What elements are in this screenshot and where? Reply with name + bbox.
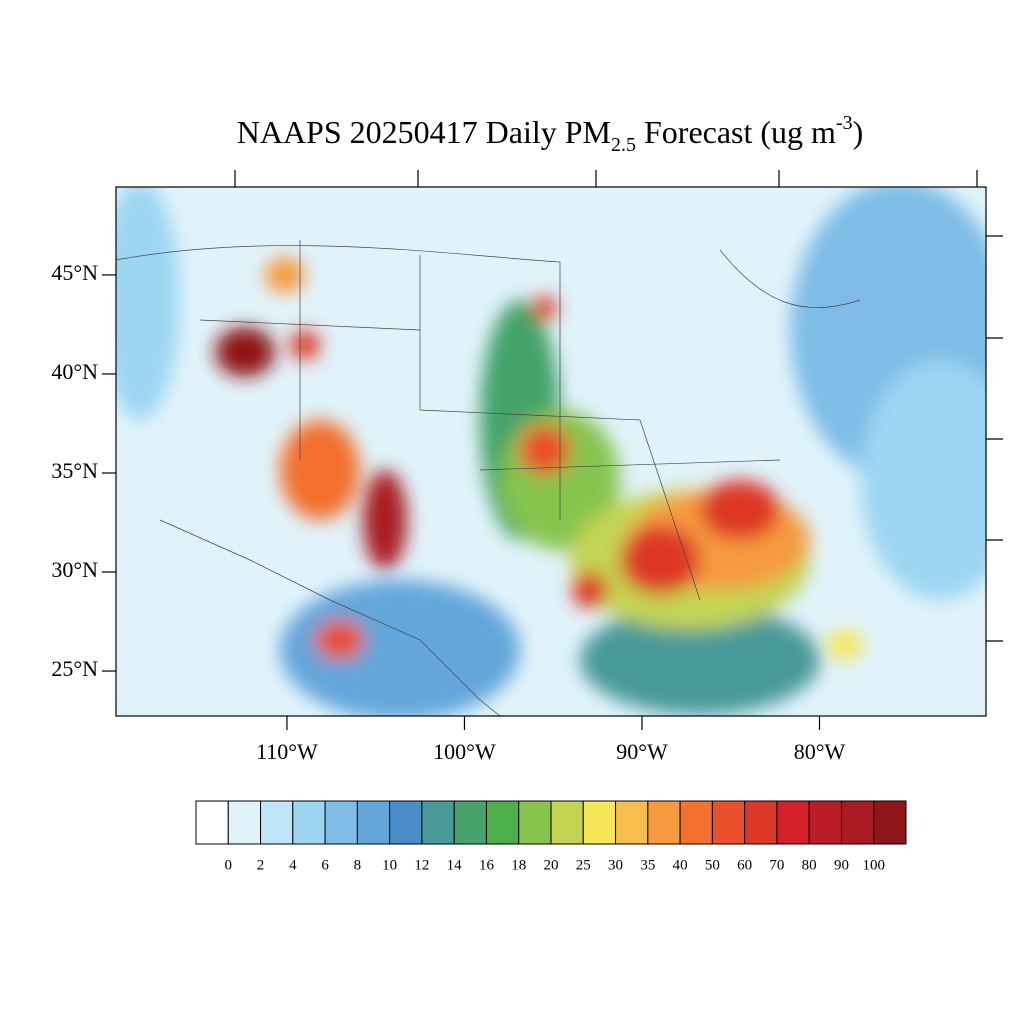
colorbar-label: 18 xyxy=(511,857,526,873)
colorbar-box xyxy=(873,800,907,845)
colorbar-label: 0 xyxy=(225,857,233,873)
colorbar-label: 6 xyxy=(321,857,329,873)
colorbar-box xyxy=(679,800,713,845)
colorbar-box xyxy=(615,800,649,845)
colorbar-box xyxy=(840,800,875,845)
colorbar-box xyxy=(356,800,391,845)
y-tick-label: 40°N xyxy=(51,359,98,384)
title: NAAPS 20250417 Daily PM2.5 Forecast (ug … xyxy=(237,112,864,156)
colorbar-label: 20 xyxy=(544,857,559,873)
colorbar-label: 12 xyxy=(414,857,429,873)
colorbar-label: 2 xyxy=(257,857,265,873)
x-tick-label: 90°W xyxy=(616,739,668,764)
colorbar-box xyxy=(421,800,455,845)
colorbar-box xyxy=(647,800,681,845)
colorbar-label: 30 xyxy=(608,857,623,873)
colorbar-label: 90 xyxy=(834,857,849,873)
colorbar-label: 16 xyxy=(479,857,495,873)
colorbar-box xyxy=(324,800,358,845)
colorbar-box xyxy=(195,800,229,845)
colorbar-label: 10 xyxy=(382,857,397,873)
projection-ticks xyxy=(234,170,1003,642)
colorbar-label: 25 xyxy=(576,857,591,873)
x-tick-label: 80°W xyxy=(794,739,846,764)
colorbar-box xyxy=(550,800,584,845)
colorbar-box xyxy=(389,800,423,845)
colorbar-label: 35 xyxy=(640,857,655,873)
colorbar-box xyxy=(744,800,778,845)
colorbar-label: 14 xyxy=(447,857,463,873)
y-tick-label: 35°N xyxy=(51,458,98,483)
y-tick-label: 45°N xyxy=(51,260,98,285)
colorbar-box xyxy=(711,800,746,845)
map-field xyxy=(116,187,986,716)
colorbar-label: 100 xyxy=(862,857,885,873)
colorbar-label: 50 xyxy=(705,857,720,873)
colorbar-label: 70 xyxy=(769,857,784,873)
colorbar-box xyxy=(776,800,810,845)
colorbar-label: 60 xyxy=(737,857,752,873)
colorbar-box xyxy=(485,800,520,845)
x-tick-label: 110°W xyxy=(256,739,318,764)
colorbar-box xyxy=(453,800,487,845)
colorbar-label: 8 xyxy=(354,857,362,873)
x-tick-label: 100°W xyxy=(433,739,496,764)
colorbar-label: 4 xyxy=(289,857,297,873)
colorbar-box xyxy=(260,800,294,845)
map-frame xyxy=(115,186,987,717)
colorbar-box xyxy=(808,800,842,845)
y-tick-label: 30°N xyxy=(51,557,98,582)
colorbar-box xyxy=(518,800,552,845)
colorbar-box xyxy=(292,800,326,845)
colorbar-box xyxy=(582,800,617,845)
colorbar-label: 40 xyxy=(673,857,688,873)
y-tick-label: 25°N xyxy=(51,656,98,681)
colorbar-label: 80 xyxy=(802,857,817,873)
colorbar-box xyxy=(227,800,262,845)
